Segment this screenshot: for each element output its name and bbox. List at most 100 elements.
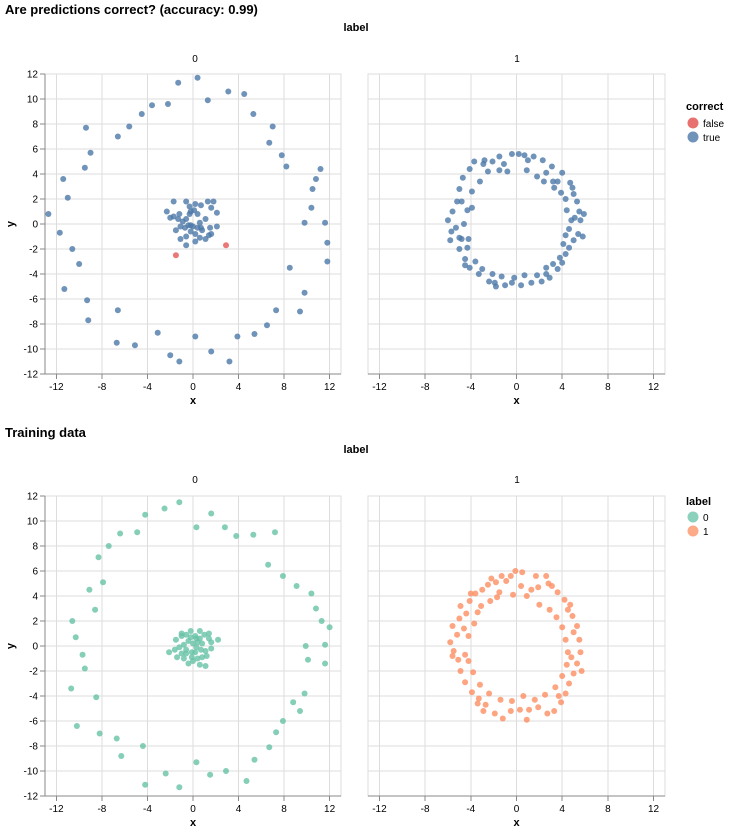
data-point	[76, 261, 83, 267]
data-point	[192, 201, 199, 207]
panel-right: -12 -8 -4 0 4 8 12 x	[367, 73, 666, 407]
x-tick-label: 12	[324, 804, 336, 815]
data-point	[118, 753, 125, 759]
data-point	[170, 198, 177, 205]
data-point	[273, 729, 280, 736]
data-point	[266, 744, 273, 751]
data-point	[574, 198, 581, 205]
data-point	[223, 768, 230, 774]
data-point	[460, 221, 467, 227]
data-point	[199, 640, 206, 647]
data-point	[196, 219, 203, 226]
x-tick-label: 0	[190, 804, 196, 815]
data-point	[518, 282, 525, 289]
data-point	[535, 584, 542, 591]
data-point	[536, 601, 543, 608]
x-tick-label: 0	[514, 382, 520, 393]
data-point	[79, 651, 86, 658]
data-point	[250, 531, 257, 538]
data-point	[301, 289, 308, 296]
data-point	[202, 648, 209, 654]
data-point	[562, 232, 569, 239]
data-point	[567, 179, 574, 186]
data-point	[526, 706, 533, 713]
data-point	[114, 133, 121, 140]
x-axis-label: x	[190, 817, 197, 829]
data-point	[530, 153, 537, 160]
chart-predictions: Are predictions correct? (accuracy: 0.99…	[5, 2, 725, 407]
data-point	[69, 246, 76, 252]
data-point	[532, 573, 539, 579]
data-point	[554, 266, 561, 272]
data-point	[322, 660, 329, 667]
data-point	[178, 650, 185, 657]
data-point	[166, 649, 173, 656]
data-point	[87, 149, 94, 156]
data-point	[466, 264, 473, 271]
x-tick-label: -8	[97, 382, 106, 393]
y-tick-label: 2	[32, 195, 38, 206]
data-point	[496, 153, 503, 160]
legend-label-true: true	[703, 133, 721, 144]
data-point	[523, 167, 530, 174]
data-point	[535, 704, 542, 711]
data-point	[60, 176, 67, 182]
data-point	[543, 264, 550, 271]
data-point	[458, 236, 465, 242]
data-point	[470, 669, 477, 676]
data-point	[488, 575, 495, 582]
data-point	[250, 111, 257, 117]
x-tick-label: -8	[421, 382, 430, 393]
data-point	[460, 625, 467, 632]
y-tick-label: 8	[32, 120, 38, 131]
x-tick-label: 12	[324, 382, 336, 393]
data-point	[478, 603, 485, 609]
data-point	[559, 259, 566, 266]
x-tick-label: -4	[143, 382, 152, 393]
data-point	[475, 271, 482, 277]
data-point	[580, 211, 587, 217]
data-point	[64, 194, 71, 201]
data-point	[548, 163, 555, 170]
data-point	[194, 655, 201, 662]
data-point	[462, 256, 469, 262]
data-point	[523, 716, 530, 723]
data-point	[464, 244, 471, 251]
data-point	[105, 543, 112, 549]
data-point	[286, 264, 293, 271]
data-point	[201, 631, 208, 638]
y-tick-label: 10	[27, 95, 39, 106]
data-point	[472, 258, 479, 265]
data-point	[183, 242, 190, 249]
data-point	[317, 166, 324, 172]
data-point	[139, 743, 146, 749]
y-tick-label: -8	[29, 742, 38, 753]
data-point	[202, 663, 209, 669]
data-point	[448, 228, 455, 235]
data-point	[447, 639, 454, 646]
data-point	[68, 685, 75, 692]
data-point	[472, 590, 479, 597]
data-point	[471, 158, 478, 165]
data-point	[113, 339, 120, 346]
data-point	[194, 211, 201, 217]
x-tick-label: 4	[236, 382, 242, 393]
y-tick-label: 12	[27, 492, 39, 503]
y-tick-label: 4	[32, 592, 38, 603]
points	[68, 499, 333, 791]
data-point	[297, 708, 304, 714]
data-point	[290, 699, 297, 706]
data-point	[279, 718, 286, 724]
data-point	[126, 123, 133, 130]
data-point	[458, 198, 465, 205]
x-tick-label: 8	[281, 382, 287, 393]
y-tick-label: -2	[29, 667, 38, 678]
data-point	[491, 279, 498, 286]
data-point	[197, 646, 204, 653]
data-point	[519, 569, 526, 576]
data-point	[100, 579, 107, 586]
data-point	[251, 756, 258, 763]
data-point	[304, 656, 311, 663]
data-point	[570, 191, 577, 197]
data-point	[465, 658, 472, 664]
